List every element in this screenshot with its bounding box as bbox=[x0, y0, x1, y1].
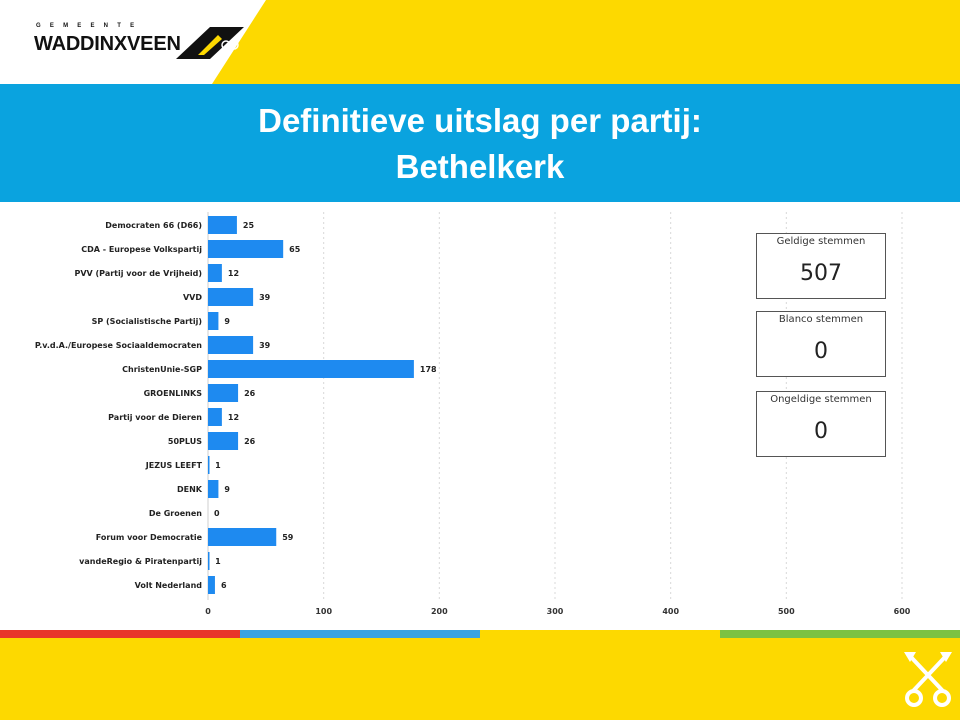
crossed-keys-icon bbox=[904, 652, 952, 707]
data-label: 9 bbox=[224, 317, 230, 326]
category-label: vandeRegio & Piratenpartij bbox=[79, 557, 202, 566]
data-label: 6 bbox=[221, 581, 227, 590]
data-label: 178 bbox=[420, 365, 437, 374]
bar bbox=[208, 360, 414, 378]
stripe-yellow bbox=[480, 630, 720, 638]
category-label: DENK bbox=[177, 485, 203, 494]
bar bbox=[208, 264, 222, 282]
title-band: Definitieve uitslag per partij: Bethelke… bbox=[0, 84, 960, 202]
data-label: 39 bbox=[259, 341, 271, 350]
blank-votes-card: Blanco stemmen 0 bbox=[756, 311, 886, 377]
category-label: Volt Nederland bbox=[135, 581, 203, 590]
data-label: 65 bbox=[289, 245, 301, 254]
invalid-votes-value: 0 bbox=[814, 419, 828, 444]
category-label: De Groenen bbox=[149, 509, 202, 518]
municipality-logo: GEMEENTE WADDINXVEEN bbox=[34, 20, 244, 64]
stripe-red bbox=[0, 630, 240, 638]
bar bbox=[208, 216, 237, 234]
x-tick-label: 400 bbox=[662, 607, 679, 616]
valid-votes-value: 507 bbox=[800, 261, 842, 286]
category-label: Democraten 66 (D66) bbox=[105, 221, 202, 230]
data-label: 12 bbox=[228, 269, 239, 278]
stripe-green bbox=[720, 630, 960, 638]
bar bbox=[208, 528, 277, 546]
blank-votes-value: 0 bbox=[814, 339, 828, 364]
category-label: ChristenUnie-SGP bbox=[122, 365, 202, 374]
bottom-band bbox=[0, 638, 960, 720]
category-label: PVV (Partij voor de Vrijheid) bbox=[74, 269, 202, 278]
x-tick-label: 200 bbox=[431, 607, 448, 616]
category-label: Partij voor de Dieren bbox=[108, 413, 202, 422]
page-title: Definitieve uitslag per partij: bbox=[258, 102, 702, 139]
data-label: 59 bbox=[282, 533, 294, 542]
data-label: 9 bbox=[224, 485, 230, 494]
bar bbox=[208, 288, 254, 306]
category-label: P.v.d.A./Europese Sociaaldemocraten bbox=[35, 341, 202, 350]
data-label: 25 bbox=[243, 221, 255, 230]
invalid-votes-card: Ongeldige stemmen 0 bbox=[756, 391, 886, 457]
stripe-blue bbox=[240, 630, 480, 638]
category-label: 50PLUS bbox=[168, 437, 202, 446]
bar bbox=[208, 552, 210, 570]
bar bbox=[208, 336, 254, 354]
data-label: 0 bbox=[214, 509, 220, 518]
invalid-votes-label: Ongeldige stemmen bbox=[770, 394, 872, 405]
category-label: GROENLINKS bbox=[144, 389, 203, 398]
valid-votes-card: Geldige stemmen 507 bbox=[756, 233, 886, 299]
blank-votes-label: Blanco stemmen bbox=[778, 314, 864, 325]
bar bbox=[208, 576, 215, 594]
bar bbox=[208, 408, 222, 426]
bar bbox=[208, 456, 210, 474]
valid-votes-label: Geldige stemmen bbox=[776, 236, 866, 247]
category-label: CDA - Europese Volkspartij bbox=[81, 245, 202, 254]
logo-subtitle: GEMEENTE bbox=[36, 23, 144, 29]
x-tick-label: 500 bbox=[778, 607, 795, 616]
bar bbox=[208, 312, 219, 330]
x-tick-label: 100 bbox=[315, 607, 332, 616]
x-tick-label: 300 bbox=[547, 607, 564, 616]
bar bbox=[208, 480, 219, 498]
data-label: 39 bbox=[259, 293, 271, 302]
data-label: 12 bbox=[228, 413, 239, 422]
page-subtitle: Bethelkerk bbox=[395, 148, 565, 185]
x-tick-label: 0 bbox=[205, 607, 211, 616]
data-label: 1 bbox=[215, 557, 221, 566]
x-tick-label: 600 bbox=[894, 607, 911, 616]
category-label: JEZUS LEEFT bbox=[145, 461, 203, 470]
data-label: 26 bbox=[244, 389, 256, 398]
logo-title: WADDINXVEEN bbox=[34, 33, 181, 55]
category-label: SP (Socialistische Partij) bbox=[92, 317, 202, 326]
bar bbox=[208, 240, 284, 258]
top-band bbox=[0, 0, 960, 84]
data-label: 26 bbox=[244, 437, 256, 446]
bar bbox=[208, 384, 239, 402]
data-label: 1 bbox=[215, 461, 221, 470]
color-stripe bbox=[0, 630, 960, 638]
category-label: VVD bbox=[183, 293, 202, 302]
category-label: Forum voor Democratie bbox=[96, 533, 203, 542]
bar bbox=[208, 432, 239, 450]
logo-emblem-icon bbox=[176, 27, 244, 59]
